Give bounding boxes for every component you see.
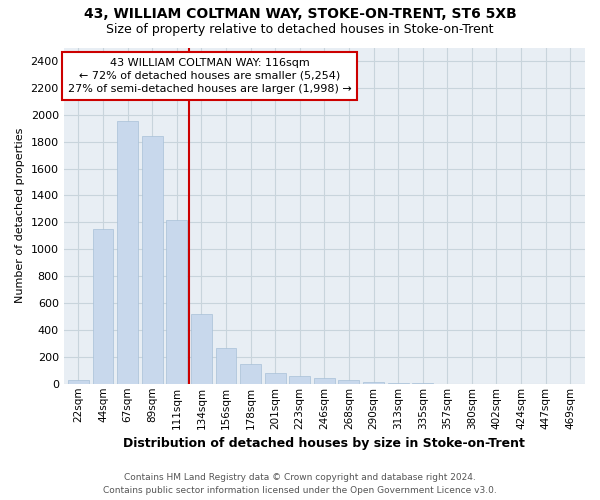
Bar: [388, 383, 409, 384]
Text: 43, WILLIAM COLTMAN WAY, STOKE-ON-TRENT, ST6 5XB: 43, WILLIAM COLTMAN WAY, STOKE-ON-TRENT,…: [83, 8, 517, 22]
Bar: [92, 229, 113, 384]
Bar: [240, 364, 261, 384]
Text: Contains HM Land Registry data © Crown copyright and database right 2024.
Contai: Contains HM Land Registry data © Crown c…: [103, 474, 497, 495]
Bar: [142, 136, 163, 384]
Text: Size of property relative to detached houses in Stoke-on-Trent: Size of property relative to detached ho…: [106, 22, 494, 36]
Bar: [215, 348, 236, 384]
Bar: [166, 220, 187, 384]
Y-axis label: Number of detached properties: Number of detached properties: [15, 128, 25, 304]
Bar: [289, 376, 310, 384]
Bar: [265, 373, 286, 384]
X-axis label: Distribution of detached houses by size in Stoke-on-Trent: Distribution of detached houses by size …: [124, 437, 525, 450]
Bar: [117, 122, 138, 384]
Bar: [363, 382, 384, 384]
Bar: [314, 378, 335, 384]
Text: 43 WILLIAM COLTMAN WAY: 116sqm
← 72% of detached houses are smaller (5,254)
27% : 43 WILLIAM COLTMAN WAY: 116sqm ← 72% of …: [68, 58, 352, 94]
Bar: [338, 380, 359, 384]
Bar: [68, 380, 89, 384]
Bar: [191, 314, 212, 384]
